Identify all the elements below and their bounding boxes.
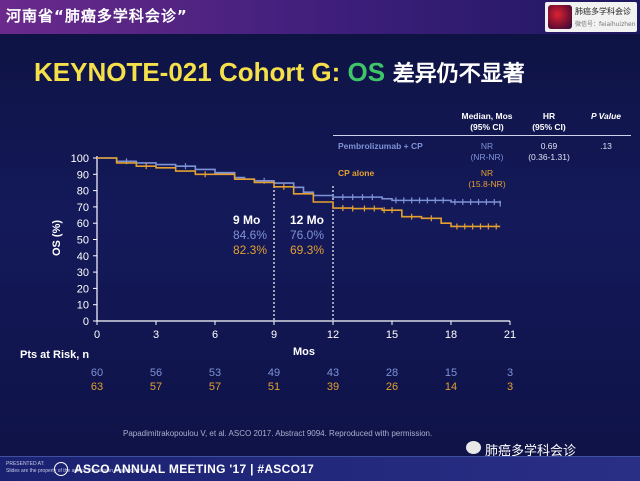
annotation-12mo-time: 12 Mo [290, 213, 325, 227]
y-tick-label: 30 [77, 267, 89, 279]
x-tick-label: 21 [504, 329, 516, 341]
risk-count-cp: 57 [149, 381, 163, 393]
row-cp-median-value: NR [480, 168, 494, 178]
col-p-header: P Value [590, 111, 622, 121]
risk-count-pembro: 49 [267, 367, 281, 379]
y-tick-label: 10 [77, 300, 89, 312]
y-tick-label: 50 [77, 235, 89, 247]
footer-small-2: Slides are the property of the author. P… [6, 468, 156, 474]
row-pembro-hr-value: 0.69 [540, 141, 558, 151]
y-tick-label: 100 [71, 153, 89, 165]
title-os: OS [347, 57, 386, 87]
risk-table-title: Pts at Risk, n [20, 349, 90, 361]
risk-count-pembro: 56 [149, 367, 163, 379]
risk-count-cp: 26 [385, 381, 399, 393]
annotation-12mo-pembro: 76.0% [290, 228, 325, 242]
row-cp-median: NR (15.8-NR) [452, 168, 522, 190]
logo-mark-icon [548, 5, 572, 29]
y-tick-label: 20 [77, 283, 89, 295]
risk-count-cp: 63 [90, 381, 104, 393]
row-cp-median-ci: (15.8-NR) [468, 179, 506, 189]
footer-bar: PRESENTED AT: Slides are the property of… [0, 456, 640, 481]
risk-count-pembro: 60 [90, 367, 104, 379]
col-median-header: Median, Mos (95% CI) [452, 111, 522, 133]
footer-small-1: PRESENTED AT: [6, 461, 45, 467]
y-tick-label: 70 [77, 202, 89, 214]
x-tick-label: 15 [386, 329, 398, 341]
annotation-9mo: 9 Mo 84.6% 82.3% [233, 213, 267, 258]
col-median-label: Median, Mos [461, 111, 513, 121]
asco-logo-icon [54, 462, 68, 476]
row-pembro-median: NR (NR-NR) [452, 141, 522, 163]
annotation-9mo-time: 9 Mo [233, 213, 261, 227]
y-tick-label: 60 [77, 218, 89, 230]
row-pembro-hr-ci: (0.36-1.31) [528, 152, 570, 162]
series-line-1 [97, 157, 501, 228]
risk-count-cp: 57 [208, 381, 222, 393]
table-divider [333, 135, 631, 136]
chart-axes: 0 10 20 30 40 50 60 70 80 90 100 0 3 6 9 12 15 18 21 [71, 153, 516, 341]
annotation-9mo-pembro: 84.6% [233, 228, 268, 242]
annotation-12mo: 12 Mo 76.0% 69.3% [290, 213, 324, 258]
slide-title: KEYNOTE-021 Cohort G: OS 差异仍不显著 [34, 56, 525, 88]
risk-count-cp: 3 [506, 381, 514, 393]
x-tick-label: 3 [153, 329, 159, 341]
risk-count-cp: 14 [444, 381, 458, 393]
y-tick-label: 40 [77, 251, 89, 263]
risk-count-pembro: 53 [208, 367, 222, 379]
risk-count-cp: 51 [267, 381, 281, 393]
y-tick-label: 0 [83, 316, 89, 328]
row-pembro-label: Pembrolizumab + CP [338, 141, 423, 151]
col-hr-label: HR [542, 111, 556, 121]
wechat-label: 肺癌多学科会诊 [485, 444, 577, 459]
y-axis-label: OS (%) [51, 220, 63, 256]
x-tick-label: 0 [94, 329, 100, 341]
wechat-icon [466, 441, 481, 454]
col-median-sub: (95% CI) [470, 122, 504, 132]
col-hr-header: HR (95% CI) [524, 111, 574, 133]
row-cp-label: CP alone [338, 168, 375, 178]
row-pembro-median-ci: (NR-NR) [470, 152, 504, 162]
footer-small-text: PRESENTED AT: Slides are the property of… [6, 461, 155, 475]
row-pembro-p: .13 [600, 141, 612, 151]
row-pembro-hr: 0.69 (0.36-1.31) [522, 141, 576, 163]
col-hr-sub: (95% CI) [532, 122, 566, 132]
x-tick-label: 6 [212, 329, 218, 341]
risk-count-pembro: 43 [326, 367, 340, 379]
survival-curves [97, 157, 501, 230]
x-tick-label: 9 [271, 329, 277, 341]
x-tick-label: 12 [327, 329, 339, 341]
banner-text: 河南省“肺癌多学科会诊” [6, 7, 188, 25]
title-cn: 差异仍不显著 [385, 62, 525, 87]
risk-count-pembro: 28 [385, 367, 399, 379]
annotation-12mo-cp: 69.3% [290, 243, 325, 257]
annotation-9mo-cp: 82.3% [233, 243, 268, 257]
risk-count-pembro: 15 [444, 367, 458, 379]
title-main: KEYNOTE-021 Cohort G: [34, 57, 348, 87]
row-pembro-median-value: NR [480, 141, 494, 151]
logo-line2: 微信号：feiaihuizhen [575, 21, 636, 28]
x-tick-label: 18 [445, 329, 457, 341]
footer-meeting: ASCO ANNUAL MEETING '17 | #ASCO17 [74, 462, 315, 476]
logo-line1: 肺癌多学科会诊 [575, 7, 631, 16]
top-banner: 河南省“肺癌多学科会诊” 肺癌多学科会诊 微信号：feiaihuizhen [0, 0, 640, 34]
y-tick-label: 80 [77, 186, 89, 198]
reference-lines [273, 186, 334, 321]
risk-count-pembro: 3 [506, 367, 514, 379]
citation: Papadimitrakopoulou V, et al. ASCO 2017.… [123, 429, 433, 438]
x-axis-label: Mos [293, 346, 315, 358]
y-tick-label: 90 [77, 169, 89, 181]
risk-count-cp: 39 [326, 381, 340, 393]
channel-logo: 肺癌多学科会诊 微信号：feiaihuizhen [545, 2, 637, 32]
series-line-0 [97, 157, 501, 204]
